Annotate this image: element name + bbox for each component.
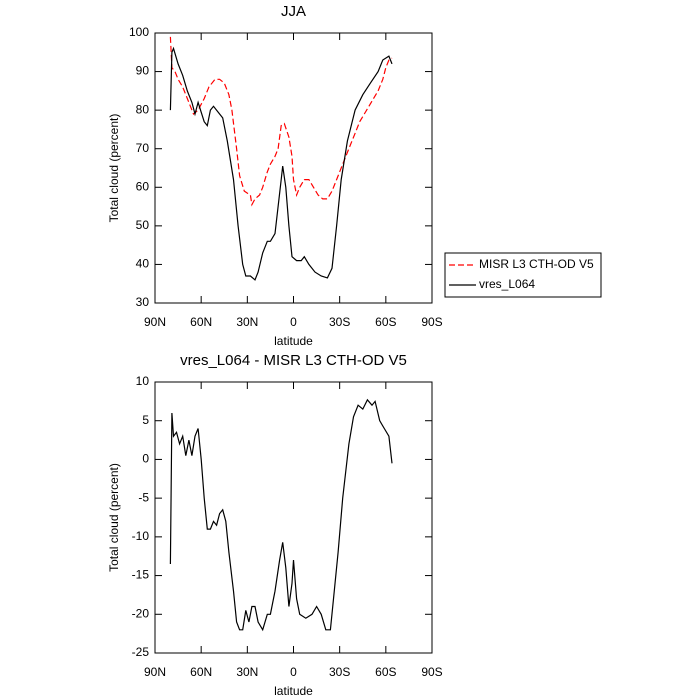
y-tick-label: -10 xyxy=(132,529,150,543)
chart-title: vres_L064 - MISR L3 CTH-OD V5 xyxy=(180,352,407,369)
y-tick-label: 70 xyxy=(136,141,150,155)
y-tick-label: 0 xyxy=(142,452,149,466)
series-line xyxy=(169,46,393,281)
legend-label: MISR L3 CTH-OD V5 xyxy=(479,257,594,271)
y-tick-label: 50 xyxy=(136,218,150,232)
x-tick-label: 60S xyxy=(375,315,396,329)
x-tick-label: 30S xyxy=(329,315,350,329)
legend-box xyxy=(444,252,602,298)
x-tick-label: 60N xyxy=(190,665,212,679)
x-tick-label: 90S xyxy=(421,665,442,679)
y-tick-label: -5 xyxy=(138,490,149,504)
plot-frame xyxy=(154,32,433,304)
series-line xyxy=(169,398,393,632)
y-tick-label: 10 xyxy=(136,374,150,388)
x-tick-label: 0 xyxy=(290,665,297,679)
x-tick-label: 0 xyxy=(290,315,297,329)
y-tick-label: -25 xyxy=(132,645,150,659)
y-tick-label: 80 xyxy=(136,102,150,116)
x-tick-label: 90N xyxy=(144,665,166,679)
y-tick-label: 5 xyxy=(142,413,149,427)
y-tick-label: -20 xyxy=(132,606,150,620)
legend-label: vres_L064 xyxy=(479,277,535,291)
chart-title: JJA xyxy=(281,3,306,20)
x-tick-label: 30N xyxy=(236,665,258,679)
x-tick-label: 60N xyxy=(190,315,212,329)
y-axis-label: Total cloud (percent) xyxy=(107,114,121,223)
y-axis-label: Total cloud (percent) xyxy=(107,463,121,572)
y-tick-label: 40 xyxy=(136,257,150,271)
y-tick-label: -15 xyxy=(132,568,150,582)
y-tick-label: 100 xyxy=(129,25,149,39)
y-tick-label: 60 xyxy=(136,179,150,193)
y-tick-label: 30 xyxy=(136,295,150,309)
series-line xyxy=(169,36,393,207)
x-tick-label: 30S xyxy=(329,665,350,679)
x-tick-label: 60S xyxy=(375,665,396,679)
y-tick-label: 90 xyxy=(136,64,150,78)
plot-frame xyxy=(154,381,433,654)
x-tick-label: 90N xyxy=(144,315,166,329)
x-tick-label: 30N xyxy=(236,315,258,329)
x-axis-label: latitude xyxy=(274,334,313,348)
x-tick-label: 90S xyxy=(421,315,442,329)
x-axis-label: latitude xyxy=(274,684,313,698)
